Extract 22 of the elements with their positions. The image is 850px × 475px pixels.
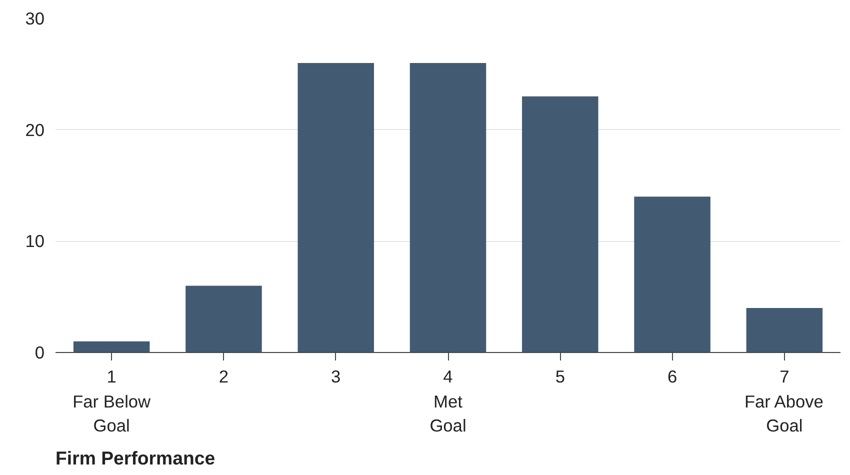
x-tick-label: 6	[667, 366, 678, 386]
x-tick-label: 3	[331, 366, 341, 386]
y-tick-label: 20	[25, 120, 45, 140]
bar	[634, 196, 710, 352]
bar	[410, 63, 486, 352]
y-tick-label: 0	[34, 342, 45, 362]
text: Far Above Goal	[744, 392, 824, 436]
bar	[522, 96, 598, 352]
x-axis-title: Firm Performance	[56, 448, 216, 468]
text: Far Below Goal	[72, 392, 152, 436]
x-tick-label: 5	[555, 366, 565, 386]
x-tick-label: 2	[218, 366, 229, 386]
y-tick-label: 10	[25, 231, 45, 252]
y-tick-label: 30	[25, 8, 45, 28]
bar	[186, 286, 262, 352]
bar	[298, 63, 374, 352]
x-tick-label: 4	[443, 366, 454, 386]
bar	[73, 341, 150, 352]
x-tick-label: 1	[106, 366, 116, 386]
bar	[746, 308, 823, 352]
x-tick-label: 7	[780, 366, 790, 386]
text: Met Goal	[430, 392, 466, 436]
